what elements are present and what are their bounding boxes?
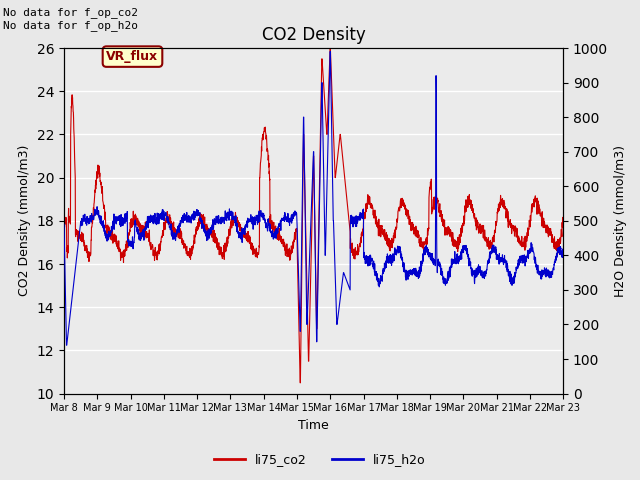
Y-axis label: H2O Density (mmol/m3): H2O Density (mmol/m3) xyxy=(614,145,627,297)
X-axis label: Time: Time xyxy=(298,419,329,432)
Title: CO2 Density: CO2 Density xyxy=(262,25,365,44)
Y-axis label: CO2 Density (mmol/m3): CO2 Density (mmol/m3) xyxy=(18,145,31,297)
Text: No data for f_op_co2
No data for f_op_h2o: No data for f_op_co2 No data for f_op_h2… xyxy=(3,7,138,31)
Text: VR_flux: VR_flux xyxy=(106,50,159,63)
Legend: li75_co2, li75_h2o: li75_co2, li75_h2o xyxy=(209,448,431,471)
